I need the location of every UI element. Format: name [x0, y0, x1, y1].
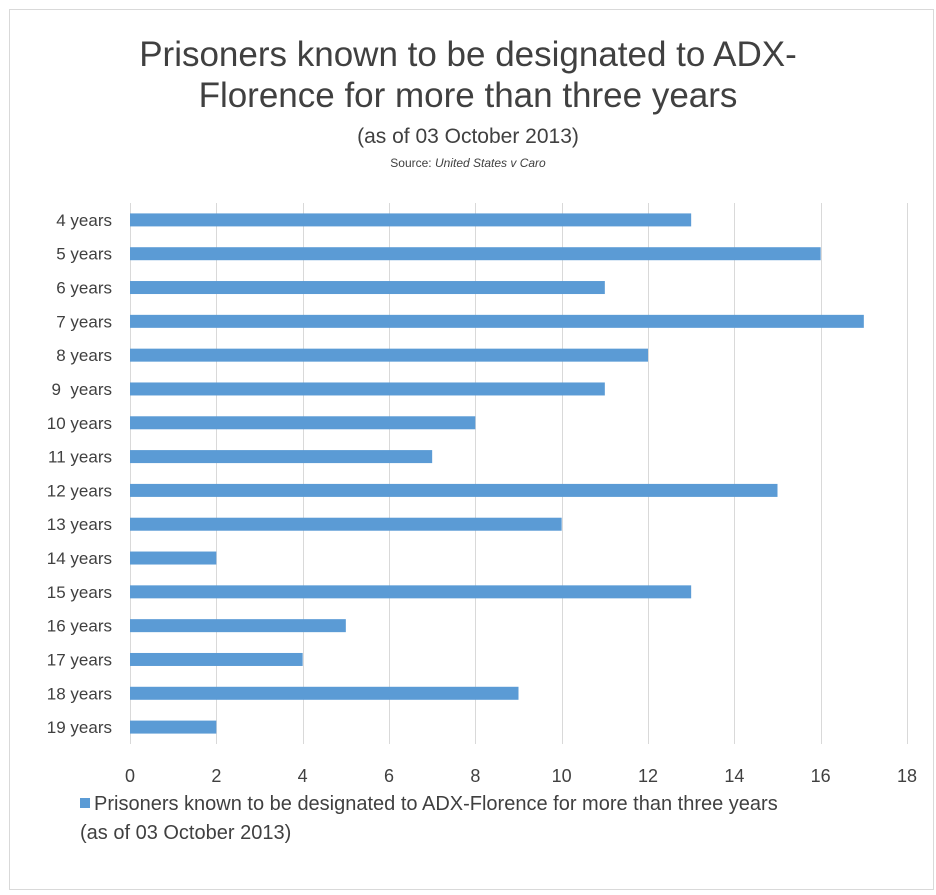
bar-18-years — [130, 686, 519, 700]
bar-9-years — [130, 382, 605, 396]
category-label: 6 years — [56, 279, 112, 298]
bar-17-years — [130, 652, 303, 666]
x-tick-label: 16 — [811, 766, 831, 786]
bar-12-years — [130, 483, 778, 497]
category-label: 13 years — [47, 515, 112, 534]
category-label: 16 years — [47, 617, 112, 636]
category-label: 14 years — [47, 549, 112, 568]
chart-title: Prisoners known to be designated to ADX-… — [0, 34, 936, 116]
category-label: 17 years — [47, 650, 112, 669]
x-tick-label: 12 — [638, 766, 658, 786]
legend: Prisoners known to be designated to ADX-… — [80, 790, 910, 848]
category-label: 9 years — [52, 380, 112, 399]
legend-swatch — [80, 798, 90, 808]
x-tick-label: 14 — [724, 766, 744, 786]
category-label: 15 years — [47, 583, 112, 602]
bar-6-years — [130, 281, 605, 295]
category-label: 12 years — [47, 481, 112, 500]
x-tick-labels: 0 2 4 6 8 10 12 14 16 18 — [125, 766, 917, 786]
bars — [130, 213, 864, 734]
chart-frame — [9, 9, 934, 890]
x-tick-label: 6 — [384, 766, 394, 786]
bar-16-years — [130, 619, 346, 633]
x-tick-label: 10 — [552, 766, 572, 786]
source-prefix: Source: — [390, 156, 435, 170]
bar-8-years — [130, 348, 648, 362]
category-label: 4 years — [56, 211, 112, 230]
bar-14-years — [130, 551, 217, 565]
category-label: 18 years — [47, 684, 112, 703]
x-tick-label: 8 — [470, 766, 480, 786]
bar-11-years — [130, 450, 433, 464]
category-label: 10 years — [47, 414, 112, 433]
chart-source: Source: United States v Caro — [0, 155, 936, 171]
bar-7-years — [130, 314, 864, 328]
x-tick-label: 2 — [211, 766, 221, 786]
x-tick-label: 0 — [125, 766, 135, 786]
category-label: 11 years — [48, 448, 112, 467]
category-labels: 4 years 5 years 6 years 7 years 8 years 9 yea… — [47, 211, 112, 737]
category-label: 7 years — [56, 312, 112, 331]
bar-5-years — [130, 247, 821, 261]
chart-title-line-1: Prisoners known to be designated to ADX- — [139, 35, 797, 74]
bar-19-years — [130, 720, 217, 734]
chart-subtitle: (as of 03 October 2013) — [357, 125, 579, 148]
bar-10-years — [130, 416, 476, 430]
category-label: 5 years — [56, 245, 112, 264]
legend-label-line-1: Prisoners known to be designated to ADX-… — [94, 793, 778, 815]
chart-title-line-2: Florence for more than three years — [198, 76, 738, 115]
source-case: United States v Caro — [434, 156, 546, 170]
category-label: 8 years — [56, 346, 112, 365]
bar-13-years — [130, 517, 562, 531]
bar-4-years — [130, 213, 692, 227]
x-tick-label: 18 — [897, 766, 917, 786]
legend-label-line-2: (as of 03 October 2013) — [80, 822, 292, 844]
bar-15-years — [130, 585, 692, 599]
category-label: 19 years — [47, 718, 112, 737]
x-tick-label: 4 — [298, 766, 308, 786]
